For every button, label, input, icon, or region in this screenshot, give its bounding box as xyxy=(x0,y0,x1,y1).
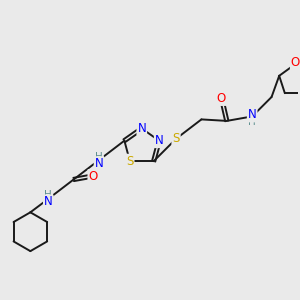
Text: O: O xyxy=(88,170,98,183)
Text: N: N xyxy=(94,157,103,170)
Text: O: O xyxy=(291,56,300,69)
Text: O: O xyxy=(216,92,225,105)
Text: N: N xyxy=(44,195,52,208)
Text: N: N xyxy=(155,134,164,147)
Text: N: N xyxy=(248,108,256,122)
Text: H: H xyxy=(95,152,103,161)
Text: N: N xyxy=(137,122,146,135)
Text: S: S xyxy=(172,132,180,145)
Text: S: S xyxy=(126,155,134,168)
Text: H: H xyxy=(44,190,52,200)
Text: H: H xyxy=(248,117,256,127)
